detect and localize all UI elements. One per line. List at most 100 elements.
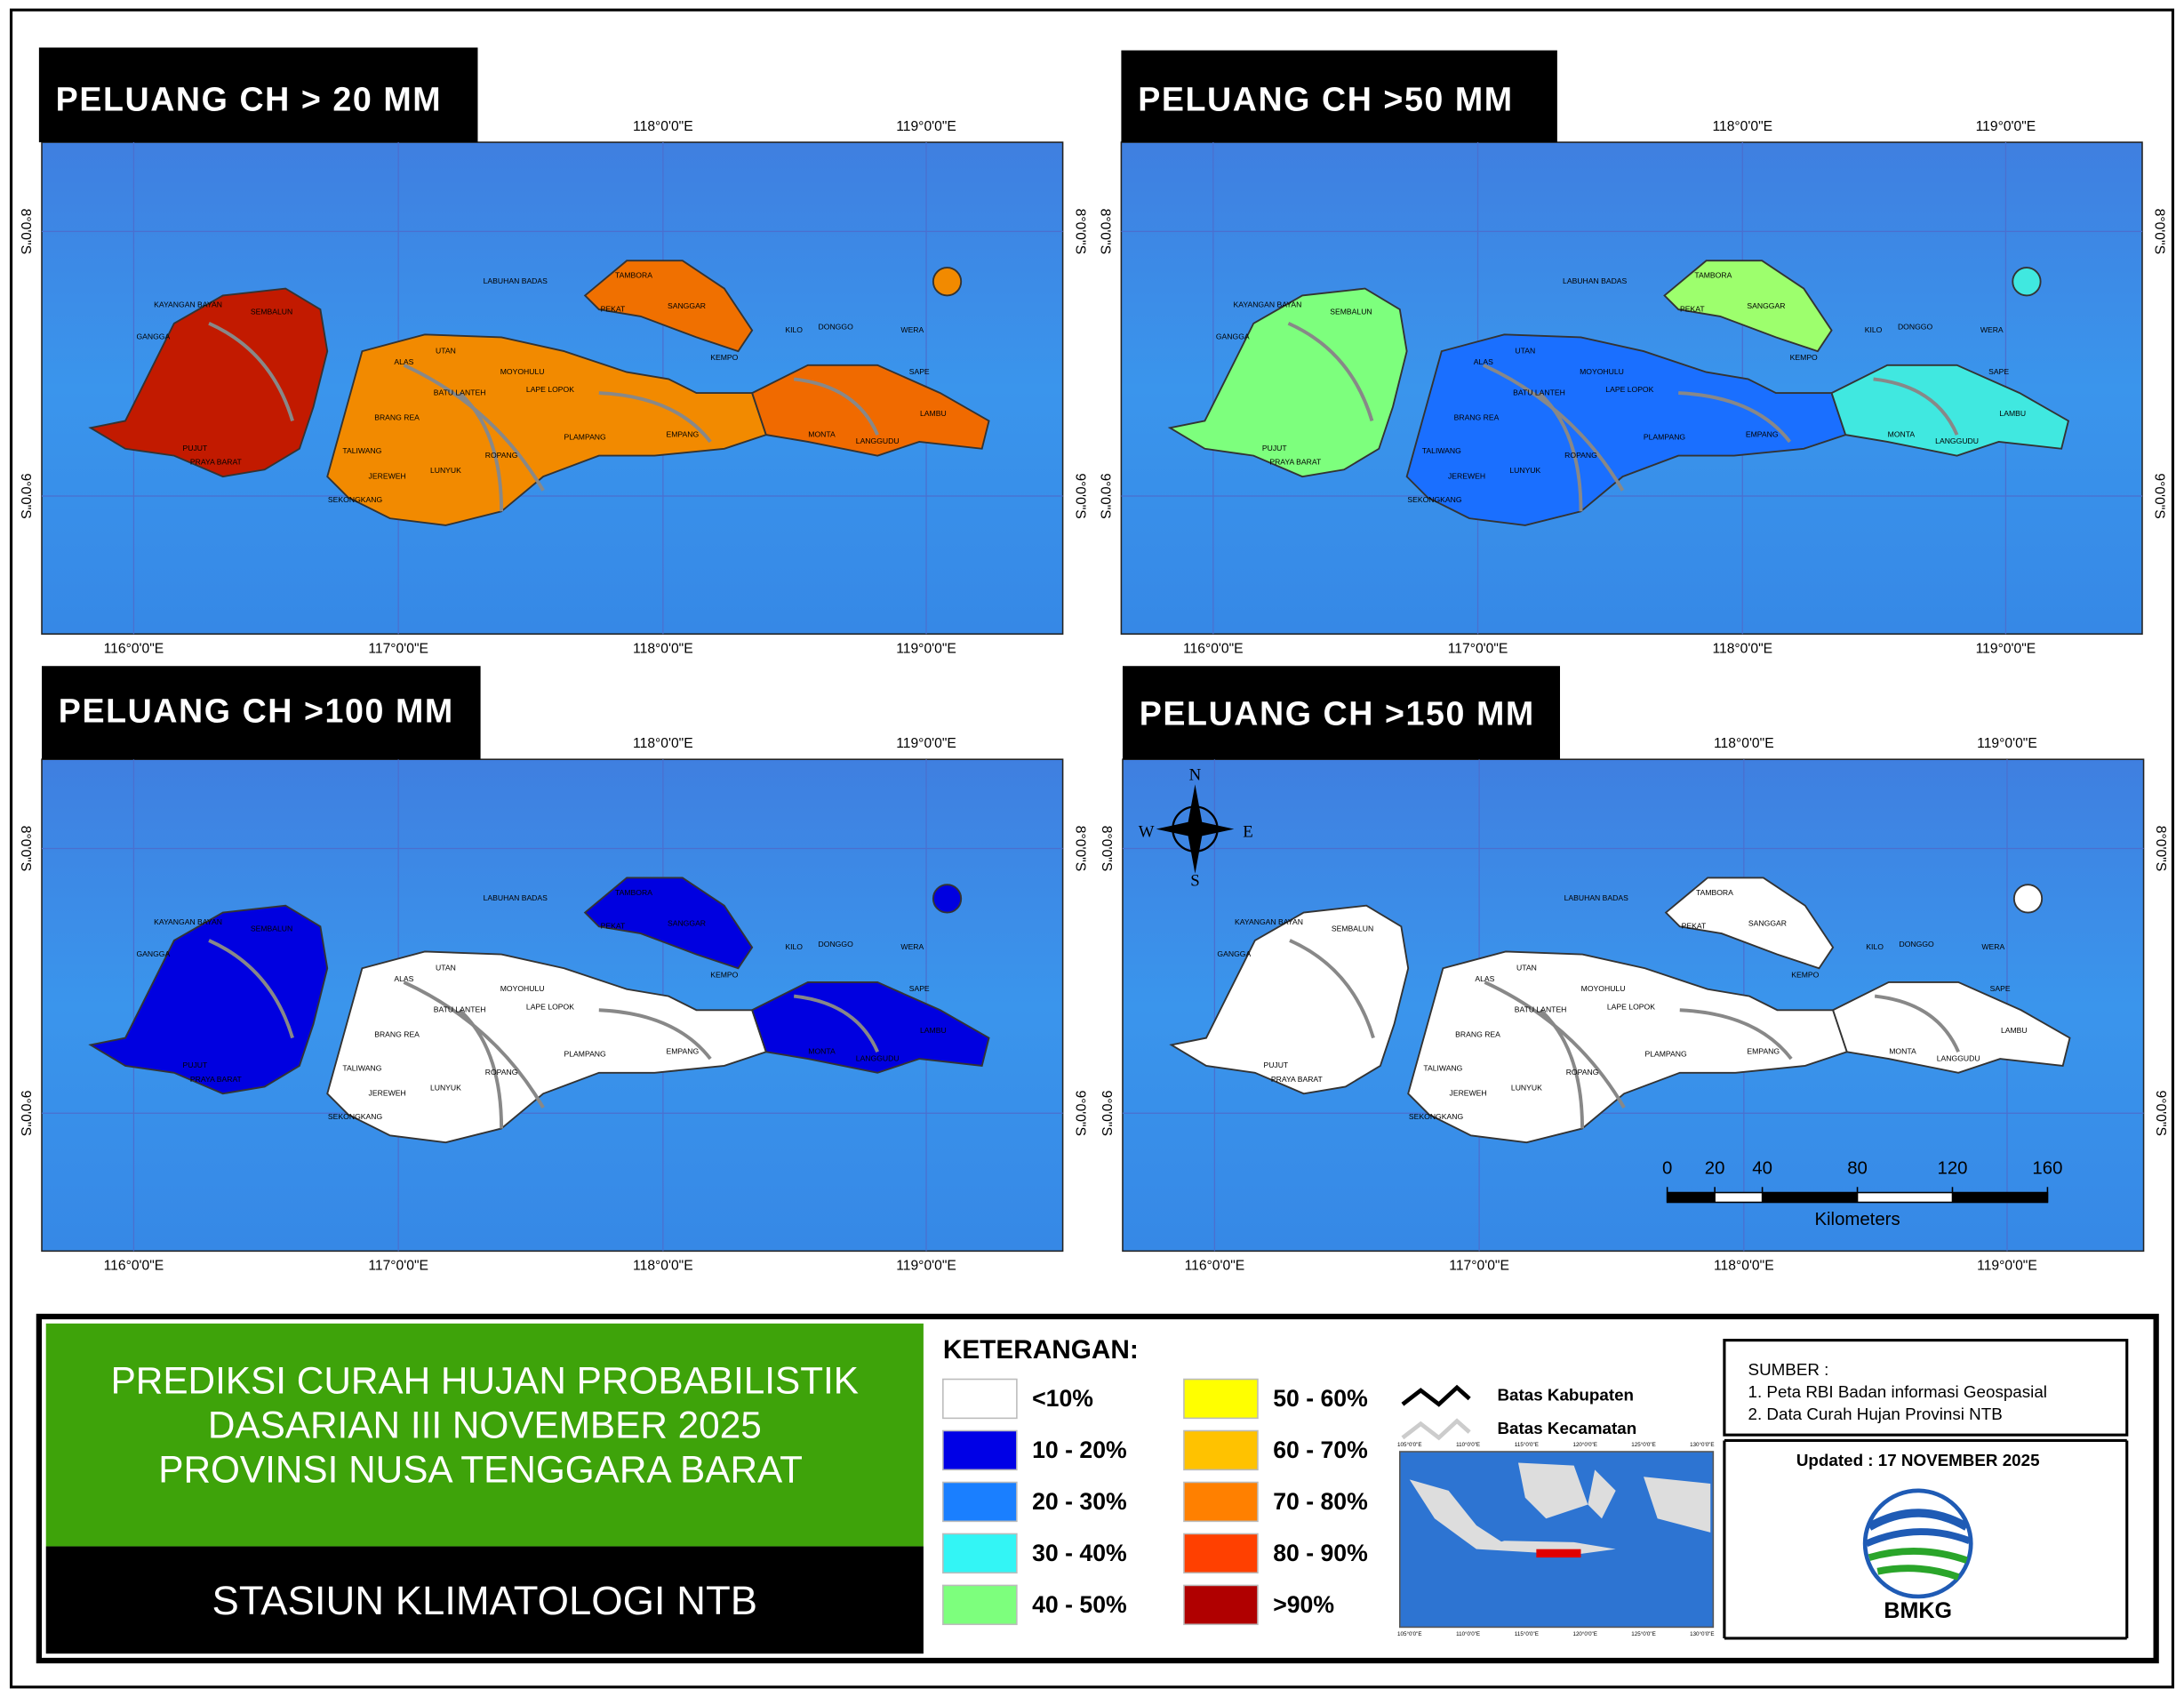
district-boundary [458,391,504,512]
lon-label: 117°0'0"E [368,1259,428,1274]
place-label: MONTA [1888,429,1916,438]
island-peninsula [583,877,754,970]
place-label: LUNYUK [430,466,461,475]
place-label: ALAS [1475,974,1494,983]
source-item: 2. Data Curah Hujan Provinsi NTB [1748,1405,2003,1423]
place-label: JEREWEH [1450,1089,1487,1098]
district-boundary [1539,1008,1585,1129]
scale-bar: 0 20 40 80 120 160 Kilometers [1662,1158,2062,1229]
place-label: PLAMPANG [1644,433,1686,442]
lon-label: 119°0'0"E [1977,1259,2037,1274]
map-panel: TAMBORA SANGGAR PEKAT KEMPO KILO DONGGO WERA LA… [1097,50,2167,657]
place-label: LAPE LOPOK [526,1002,574,1011]
place-label: MOYOHULU [500,367,545,376]
place-label: LABUHAN BADAS [484,893,548,902]
lat-label: 9°0'0"S [1072,473,1087,518]
place-label: TAMBORA [1694,271,1732,280]
place-label: ALAS [394,974,413,983]
district-boundary [1287,321,1374,422]
panel-title: PELUANG CH >100 MM [59,692,454,729]
place-label: SAPE [1990,984,2011,993]
lat-label: 8°0'0"S [18,826,33,871]
island-lombok [88,904,329,1095]
place-label: PRAYA BARAT [1271,1075,1324,1084]
island-peninsula [583,260,754,353]
place-label: TAMBORA [615,888,652,897]
legend-label: 10 - 20% [1032,1437,1127,1463]
scale-segment [1667,1192,1716,1203]
place-label: ROPANG [1564,451,1597,460]
place-label: KILO [785,942,803,951]
map-panel: TAMBORA SANGGAR PEKAT KEMPO KILO DONGGO WERA LA… [1099,666,2168,1274]
place-label: EMPANG [1747,1047,1780,1056]
island-sumbawa-east [751,981,990,1074]
map-panel: TAMBORA SANGGAR PEKAT KEMPO KILO DONGGO WERA LA… [18,47,1087,657]
place-label: SANGGAR [1748,918,1787,927]
page-frame [9,8,2175,1689]
title-box [45,1323,924,1547]
place-label: BATU LANTEH [1513,388,1565,396]
compass-n: N [1189,765,1202,784]
island-lombok [1167,287,1408,478]
place-label: SAPE [1988,367,2009,376]
place-label: GANGGA [136,332,170,341]
place-label: WERA [900,325,924,334]
lon-label: 119°0'0"E [1976,119,2036,134]
inset-lon-label: 130°0'0"E [1690,1442,1714,1448]
main-title: PROVINSI NUSA TENGGARA BARAT [158,1449,803,1491]
lat-label: 8°0'0"S [1097,209,1112,254]
compass-s: S [1190,871,1199,890]
legend-label: 50 - 60% [1273,1385,1368,1412]
place-label: LUNYUK [1509,466,1540,475]
place-label: LAPE LOPOK [526,385,574,394]
place-label: LABUHAN BADAS [484,276,548,285]
place-label: ALAS [394,357,413,366]
inset-lon-label: 110°0'0"E [1456,1442,1480,1448]
maps: TAMBORA SANGGAR PEKAT KEMPO KILO DONGGO WERA LA… [18,47,2168,1274]
place-label: LAPE LOPOK [1605,385,1653,394]
place-label: SEKONGKANG [328,495,383,504]
place-label: BRANG REA [374,413,420,422]
island-peninsula [1664,877,1835,970]
lat-label: 9°0'0"S [18,1091,33,1136]
lat-label: 8°0'0"S [1099,826,1114,871]
place-label: PRAYA BARAT [1269,458,1322,467]
inset-map [1399,1451,1715,1629]
place-label: MOYOHULU [500,984,545,993]
district-boundary [1874,994,1960,1053]
compass-e: E [1243,823,1252,842]
legend-swatch [1183,1584,1259,1626]
place-label: SEKONGKANG [1407,495,1462,504]
inset-lon-label: 115°0'0"E [1515,1442,1539,1448]
legend-line-label: Batas Kabupaten [1497,1385,1634,1404]
legend-label: 30 - 40% [1032,1540,1127,1566]
place-label: KEMPO [710,353,738,362]
inset-labels: 105°0'0"E 105°0'0"E 110°0'0"E 110°0'0"E 115°… [1397,1442,1715,1637]
district-boundary [793,377,879,436]
place-label: KILO [785,325,803,334]
place-label: BATU LANTEH [434,1005,486,1014]
island-sumbawa-east [1830,364,2070,457]
panel-title: PELUANG CH >150 MM [1140,695,1535,732]
legend-label: <10% [1032,1385,1093,1412]
scale-unit: Kilometers [1814,1210,1900,1229]
legend-swatch [1183,1378,1259,1420]
lon-label: 118°0'0"E [1714,1259,1774,1274]
compass-w: W [1139,823,1155,842]
lat-label: 9°0'0"S [2153,1091,2168,1136]
place-label: LANGGUDU [1935,436,1979,445]
island-sumbawa-east [1831,981,2071,1074]
place-label: KEMPO [710,970,738,979]
lat-label: 8°0'0"S [2153,826,2168,871]
place-label: TALIWANG [342,446,381,455]
place-label: SEMBALUN [251,925,292,933]
place-label: PLAMPANG [564,1050,607,1059]
legend-swatch [942,1429,1018,1471]
place-label: KEMPO [1791,970,1819,979]
legend-swatch [1183,1533,1259,1574]
place-label: BATU LANTEH [1515,1005,1567,1014]
place-label: LAPE LOPOK [1607,1002,1655,1011]
station-box [45,1546,924,1654]
lon-label: 118°0'0"E [1714,736,1774,751]
scale-tick-label: 120 [1937,1158,1967,1178]
